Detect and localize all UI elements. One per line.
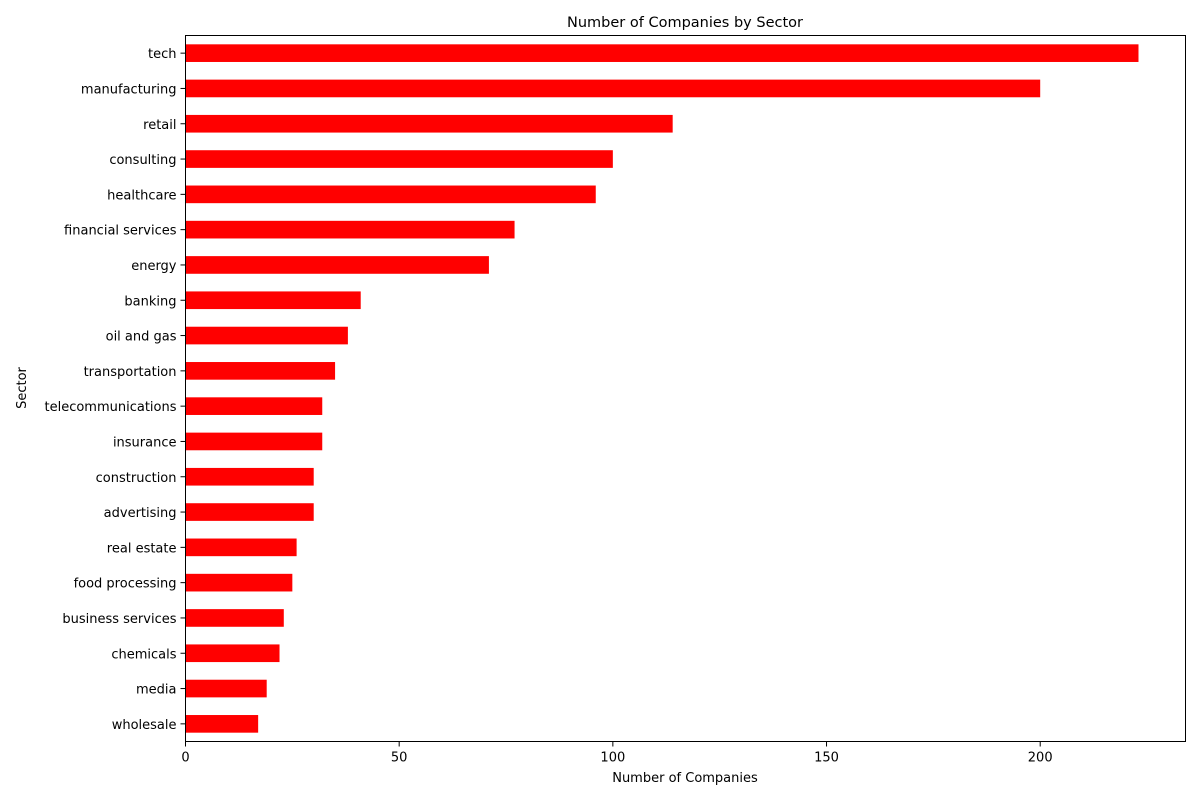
y-tick-label: consulting xyxy=(109,153,176,168)
bar-retail xyxy=(185,114,673,133)
bar-construction xyxy=(185,467,314,486)
y-tick-label: telecommunications xyxy=(44,400,176,415)
y-tick-label: transportation xyxy=(84,365,177,380)
x-tick-label: 100 xyxy=(600,751,625,766)
y-tick-label: banking xyxy=(124,294,176,309)
bar-energy xyxy=(185,256,489,274)
x-tick-label: 200 xyxy=(1028,751,1053,766)
x-tick-label: 50 xyxy=(391,751,408,766)
bar-manufacturing xyxy=(185,79,1041,98)
x-axis-label: Number of Companies xyxy=(612,771,758,786)
y-tick-label: media xyxy=(136,683,177,698)
bar-oil-and-gas xyxy=(185,326,348,345)
bar-chemicals xyxy=(185,644,280,663)
bar-real-estate xyxy=(185,538,297,557)
y-axis-label: Sector xyxy=(15,366,30,408)
bar-tech xyxy=(185,44,1139,62)
bar-financial-services xyxy=(185,220,515,239)
bar-wholesale xyxy=(185,715,259,733)
bar-consulting xyxy=(185,150,613,168)
bar-advertising xyxy=(185,503,314,521)
y-tick-label: construction xyxy=(96,471,177,486)
y-tick-label: oil and gas xyxy=(106,330,177,345)
y-tick-label: business services xyxy=(62,612,176,627)
y-tick-label: advertising xyxy=(104,506,177,521)
y-tick-label: food processing xyxy=(74,577,177,592)
bar-healthcare xyxy=(185,185,596,204)
plot-frame xyxy=(185,35,1186,742)
bar-transportation xyxy=(185,362,336,380)
y-tick-label: energy xyxy=(131,259,177,274)
y-tick-label: wholesale xyxy=(112,718,177,733)
y-axis-ticks: tech manufacturing retail consulting healthc… xyxy=(44,47,186,733)
y-tick-label: retail xyxy=(143,118,176,133)
y-tick-label: real estate xyxy=(107,541,177,556)
x-tick-label: 150 xyxy=(814,751,839,766)
x-axis-ticks: 0 50 100 150 200 xyxy=(181,741,1053,766)
bar-insurance xyxy=(185,432,323,451)
bars-group xyxy=(185,44,1139,733)
y-tick-label: manufacturing xyxy=(81,82,177,97)
bar-business-services xyxy=(185,609,284,627)
y-tick-label: healthcare xyxy=(107,188,176,203)
y-tick-label: financial services xyxy=(64,224,177,239)
bar-media xyxy=(185,679,267,698)
y-tick-label: insurance xyxy=(113,435,177,450)
chart-title: Number of Companies by Sector xyxy=(567,15,803,31)
x-tick-label: 0 xyxy=(181,751,189,766)
bar-telecommunications xyxy=(185,397,323,415)
y-tick-label: chemicals xyxy=(111,647,176,662)
bar-food-processing xyxy=(185,573,293,592)
y-tick-label: tech xyxy=(148,47,176,62)
bar-banking xyxy=(185,291,361,310)
